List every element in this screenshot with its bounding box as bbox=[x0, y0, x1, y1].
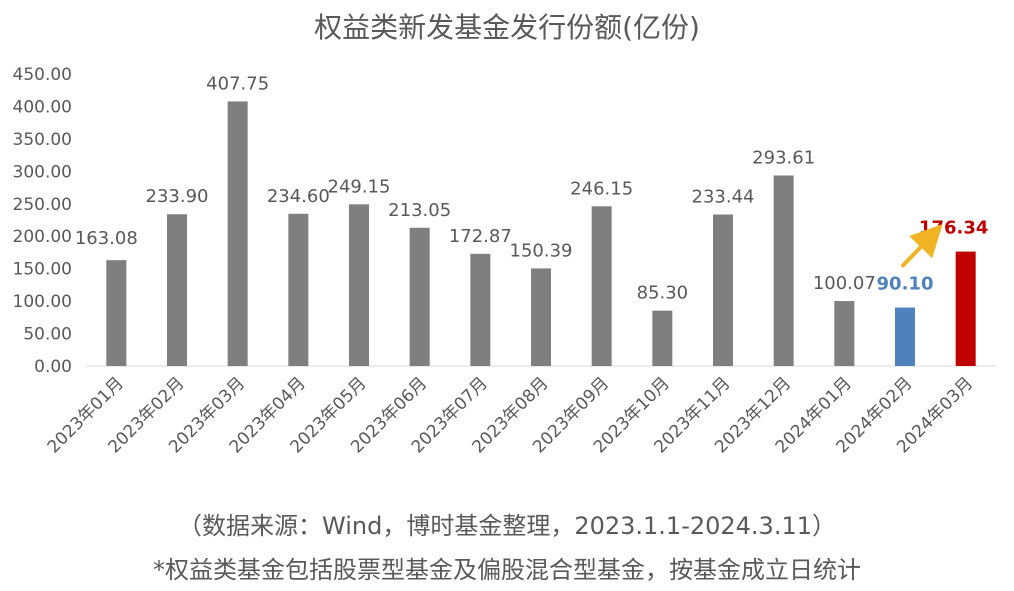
bar bbox=[106, 260, 127, 366]
data-label: 90.10 bbox=[877, 274, 934, 295]
bar bbox=[531, 268, 551, 366]
bar bbox=[895, 307, 915, 366]
bar bbox=[470, 253, 491, 366]
bar-chart: 0.00 50.00 100.00 150.00 200.00 250.00 300.00 3… bbox=[13, 65, 996, 457]
y-tick-label: 50.00 bbox=[23, 325, 72, 345]
y-tick-label: 400.00 bbox=[13, 97, 72, 117]
data-label: 85.30 bbox=[637, 283, 689, 304]
data-label: 249.15 bbox=[328, 176, 391, 197]
data-label: 233.90 bbox=[146, 186, 209, 207]
bar bbox=[834, 301, 855, 366]
trend-arrow-icon bbox=[901, 224, 943, 268]
y-tick-label: 450.00 bbox=[13, 65, 72, 85]
data-label: 293.61 bbox=[752, 147, 815, 168]
data-label: 150.39 bbox=[510, 240, 573, 261]
data-source-note: （数据来源：Wind，博时基金整理，2023.1.1-2024.3.11） bbox=[178, 512, 836, 540]
bar bbox=[773, 175, 794, 366]
y-axis: 0.00 50.00 100.00 150.00 200.00 250.00 300.00 3… bbox=[13, 65, 72, 377]
x-axis-labels: 2023年01月2023年02月2023年03月2023年04月2023年05月… bbox=[44, 373, 977, 457]
bar bbox=[227, 101, 248, 366]
data-label: 234.60 bbox=[267, 186, 330, 207]
data-label: 246.15 bbox=[570, 178, 633, 199]
y-tick-label: 300.00 bbox=[13, 162, 72, 182]
data-label: 172.87 bbox=[449, 226, 512, 247]
data-label: 163.08 bbox=[75, 228, 138, 249]
bar bbox=[652, 310, 673, 366]
data-label: 100.07 bbox=[813, 273, 876, 294]
chart-title: 权益类新发基金发行份额(亿份) bbox=[314, 11, 700, 44]
y-tick-label: 100.00 bbox=[13, 292, 72, 312]
bars bbox=[106, 101, 976, 366]
bar bbox=[955, 251, 976, 366]
bar bbox=[288, 213, 309, 366]
data-label: 407.75 bbox=[206, 73, 269, 94]
bar bbox=[409, 227, 430, 366]
y-tick-label: 250.00 bbox=[13, 195, 72, 215]
definition-note: *权益类基金包括股票型基金及偏股混合型基金，按基金成立日统计 bbox=[153, 556, 861, 584]
bar bbox=[591, 206, 612, 366]
bar bbox=[167, 214, 187, 366]
y-tick-label: 150.00 bbox=[13, 260, 72, 280]
data-label: 233.44 bbox=[692, 187, 755, 208]
y-tick-label: 0.00 bbox=[34, 357, 72, 377]
y-tick-label: 200.00 bbox=[13, 227, 72, 247]
data-label: 213.05 bbox=[388, 200, 451, 221]
y-tick-label: 350.00 bbox=[13, 130, 72, 150]
bar bbox=[349, 204, 369, 366]
bar bbox=[713, 214, 733, 366]
